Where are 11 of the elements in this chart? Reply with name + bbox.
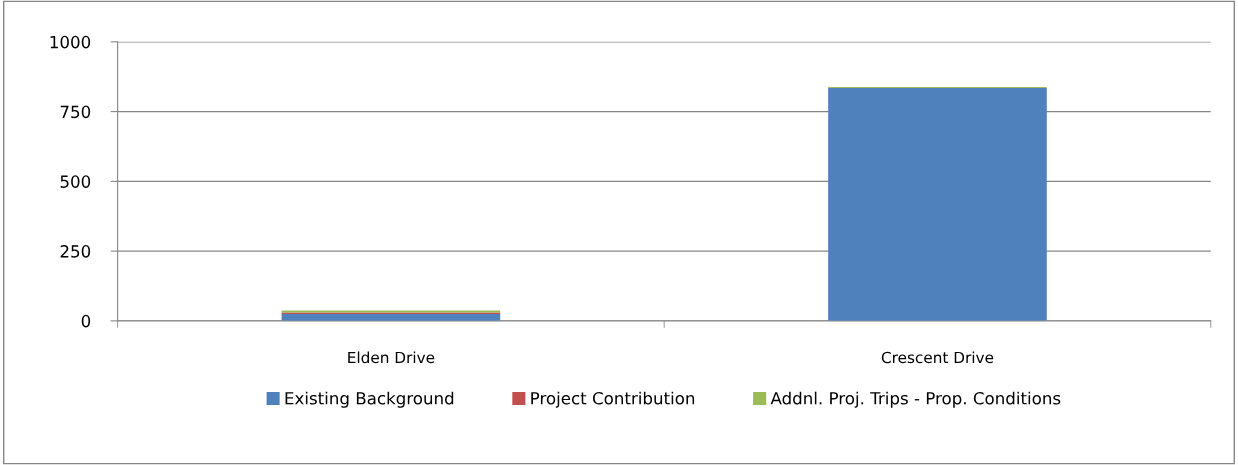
x-tick-label: Crescent Drive	[881, 351, 994, 364]
y-tick-label: 1000	[50, 35, 91, 49]
y-tick-label: 0	[81, 314, 91, 328]
legend-label: Existing Background	[285, 391, 454, 408]
legend-label: Project Contribution	[531, 391, 695, 408]
y-tick-label: 500	[60, 175, 91, 188]
y-tick-label: 750	[60, 105, 91, 119]
x-tick-label: Elden Drive	[348, 351, 435, 364]
y-tick-label: 250	[60, 245, 91, 258]
legend-label: Addnl. Proj. Trips - Prop. Conditions	[770, 391, 1061, 408]
bar	[828, 87, 1047, 321]
